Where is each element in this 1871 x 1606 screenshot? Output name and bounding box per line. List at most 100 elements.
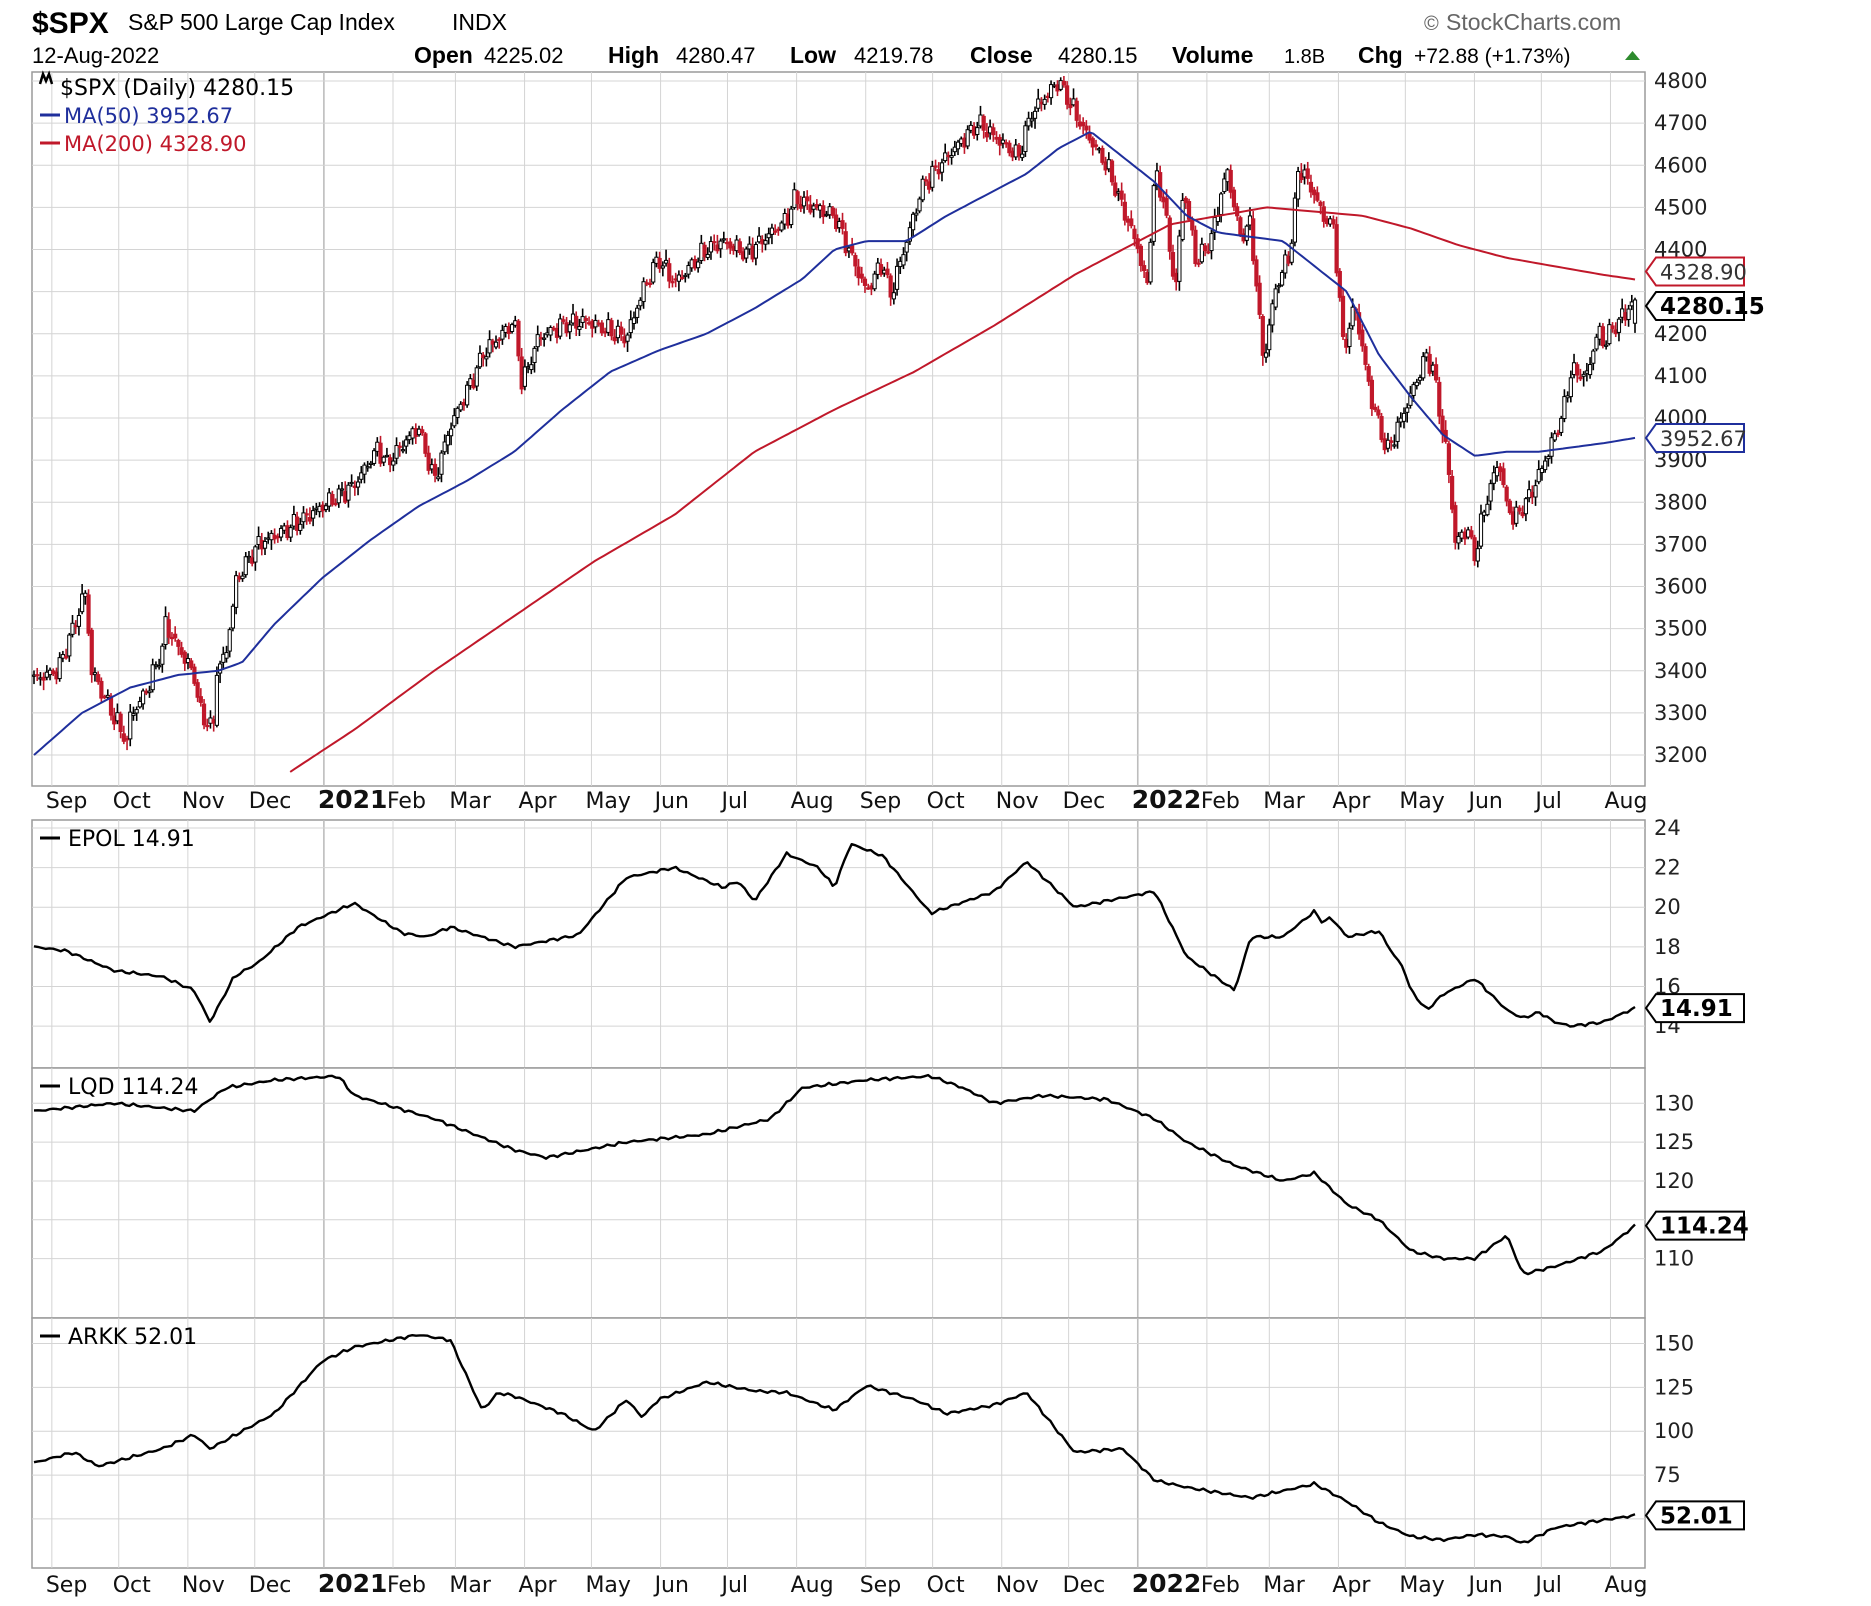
badge-spx-price-frame: [1644, 290, 1745, 321]
x-tick-label: Dec: [1063, 1573, 1106, 1598]
candle-body: [307, 517, 313, 522]
candle-body: [1032, 110, 1038, 119]
candle-body: [448, 428, 454, 437]
y-tick-label-arkk: 75: [1654, 1463, 1681, 1487]
candle-body: [923, 179, 929, 182]
y-tick-label-spx: 3800: [1654, 490, 1707, 514]
candle-body: [1533, 485, 1538, 498]
badge-spx-price: 4280.15: [1644, 290, 1765, 321]
panel-frame-epol: [31, 819, 1646, 1069]
candle-body: [458, 403, 463, 411]
candle-body: [795, 191, 800, 205]
candle-body: [1257, 282, 1262, 315]
candle-body: [439, 452, 444, 475]
candle-body: [609, 320, 614, 337]
candle-body: [1273, 288, 1278, 308]
candle-body: [1478, 513, 1484, 547]
candle-body: [1517, 507, 1522, 512]
candle-body: [1000, 139, 1006, 144]
candle-body: [878, 264, 884, 275]
y-tick-label-arkk: 100: [1654, 1419, 1694, 1443]
candle-body: [1581, 373, 1586, 377]
panel-spx: 3200330034003500360037003800390040004100…: [31, 69, 1707, 787]
x-tick-label: Apr: [519, 1573, 558, 1598]
candle-body: [1421, 356, 1426, 379]
candle-body: [288, 527, 293, 538]
candle-body: [981, 115, 986, 131]
candle-body: [423, 433, 428, 454]
candle-body: [1469, 530, 1474, 538]
candle-body: [160, 645, 165, 665]
candle-body: [346, 484, 351, 501]
candle-body: [1414, 381, 1419, 387]
candle-body: [872, 273, 877, 290]
x-tick-label: Nov: [996, 1573, 1039, 1598]
candle-body: [885, 268, 890, 276]
candle-body: [330, 494, 335, 505]
candle-body: [1363, 346, 1368, 365]
badge-lqd-text: 114.24: [1660, 1214, 1749, 1240]
candle-body: [1411, 384, 1416, 396]
candle-body: [378, 442, 383, 464]
header-open: 4225.02: [484, 43, 564, 68]
badge-epol-text: 14.91: [1660, 996, 1733, 1022]
candle-body: [965, 129, 970, 147]
candle-body: [96, 674, 101, 683]
y-tick-label-epol: 24: [1654, 816, 1681, 840]
candle-body: [1417, 377, 1423, 381]
candle-body: [1142, 265, 1147, 272]
candle-body: [718, 240, 723, 250]
legend-arkk: ARKK 52.01: [40, 1325, 197, 1350]
candle-body: [535, 334, 540, 348]
candle-body: [789, 208, 794, 226]
candle-body: [577, 326, 582, 330]
candle-body: [766, 233, 771, 239]
candle-body: [455, 407, 460, 418]
x-tick-label: May: [585, 789, 630, 814]
x-tick-label: Aug: [791, 789, 834, 814]
candle-body: [493, 341, 499, 348]
x-tick-label: Sep: [46, 789, 87, 814]
candle-body: [631, 317, 637, 324]
header-volume: 1.8B: [1284, 46, 1325, 68]
candle-body: [1373, 406, 1378, 410]
badge-ma200-frame: [1644, 256, 1745, 287]
legend-label-arkk: ARKK 52.01: [68, 1325, 197, 1350]
y-tick-label-lqd: 130: [1654, 1091, 1694, 1115]
candle-body: [843, 231, 848, 254]
candle-body: [487, 339, 492, 354]
candle-body: [660, 265, 665, 269]
candle-body: [63, 655, 69, 659]
candle-body: [1360, 329, 1365, 347]
candle-body: [445, 434, 450, 446]
candle-body: [542, 337, 547, 340]
header-volume-label: Volume: [1172, 42, 1253, 68]
candle-body: [670, 281, 675, 284]
candle-body: [1308, 181, 1314, 193]
candle-body: [1260, 316, 1265, 356]
candle-body: [1501, 468, 1506, 486]
candle-body: [333, 502, 338, 506]
candle-body: [1068, 103, 1073, 109]
candle-body: [821, 205, 826, 218]
series-line-epol: [33, 843, 1636, 1028]
candle-body: [583, 317, 588, 322]
candle-body: [1196, 262, 1201, 265]
header-chg-up-arrow-icon: [1625, 51, 1640, 60]
panel-frame-lqd: [31, 1067, 1646, 1319]
x-tick-label: Apr: [1332, 789, 1371, 814]
candle-body: [984, 132, 989, 138]
panel-arkk: 75 100 125 150: [31, 1317, 1694, 1569]
legend-epol: EPOL 14.91: [40, 827, 195, 852]
candle-body: [1475, 548, 1480, 562]
candle-body: [955, 141, 961, 150]
x-tick-label: Sep: [860, 1573, 901, 1598]
ma200-line: [289, 206, 1636, 773]
candle-body: [1395, 421, 1400, 442]
candle-body: [920, 178, 925, 201]
candle-body: [1539, 467, 1545, 474]
candle-body: [516, 320, 521, 357]
candle-body: [1356, 312, 1362, 335]
x-tick-label: Jun: [1466, 789, 1502, 814]
